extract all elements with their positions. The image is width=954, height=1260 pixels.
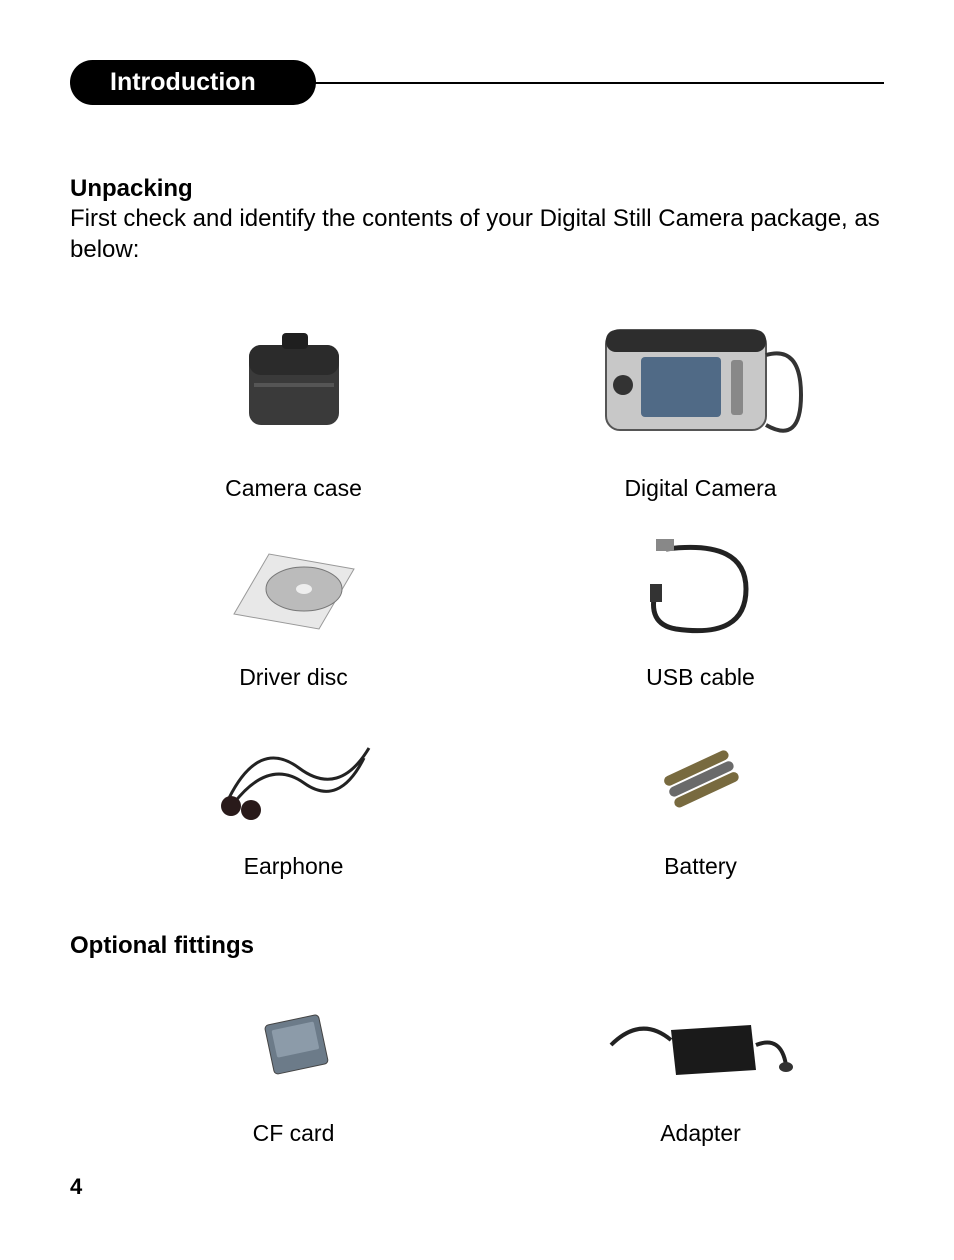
driver-disc-icon: [219, 524, 369, 654]
unpacking-heading: Unpacking: [70, 175, 193, 202]
header-row: Introduction: [70, 60, 884, 105]
item-camera-case: Camera case: [110, 295, 477, 502]
item-adapter: Adapter: [517, 980, 884, 1147]
item-usb-cable: USB cable: [517, 524, 884, 691]
unpacking-grid: Camera case Digital Camera: [110, 295, 884, 902]
earphone-icon: [209, 713, 379, 843]
item-label: Camera case: [225, 475, 362, 502]
page-number: 4: [70, 1174, 82, 1200]
optional-section: Optional fittings CF card: [70, 932, 884, 1169]
optional-heading: Optional fittings: [70, 932, 884, 960]
item-digital-camera: Digital Camera: [517, 295, 884, 502]
optional-grid: CF card Adapter: [110, 980, 884, 1169]
item-label: CF card: [253, 1120, 335, 1147]
camera-case-icon: [224, 295, 364, 465]
item-battery: Battery: [517, 713, 884, 880]
item-label: Earphone: [244, 853, 344, 880]
cf-card-icon: [239, 980, 349, 1110]
item-label: Battery: [664, 853, 737, 880]
item-driver-disc: Driver disc: [110, 524, 477, 691]
item-cf-card: CF card: [110, 980, 477, 1147]
item-label: USB cable: [646, 664, 755, 691]
item-label: Digital Camera: [624, 475, 776, 502]
unpacking-section: Unpacking First check and identify the c…: [70, 175, 884, 902]
digital-camera-icon: [591, 295, 811, 465]
usb-cable-icon: [626, 524, 776, 654]
item-earphone: Earphone: [110, 713, 477, 880]
header-rule: [296, 82, 884, 84]
unpacking-description: First check and identify the contents of…: [70, 203, 884, 265]
battery-icon: [646, 713, 756, 843]
item-label: Adapter: [660, 1120, 741, 1147]
section-header-title: Introduction: [110, 68, 256, 96]
section-header-pill: Introduction: [70, 60, 316, 105]
item-label: Driver disc: [239, 664, 348, 691]
adapter-icon: [601, 980, 801, 1110]
